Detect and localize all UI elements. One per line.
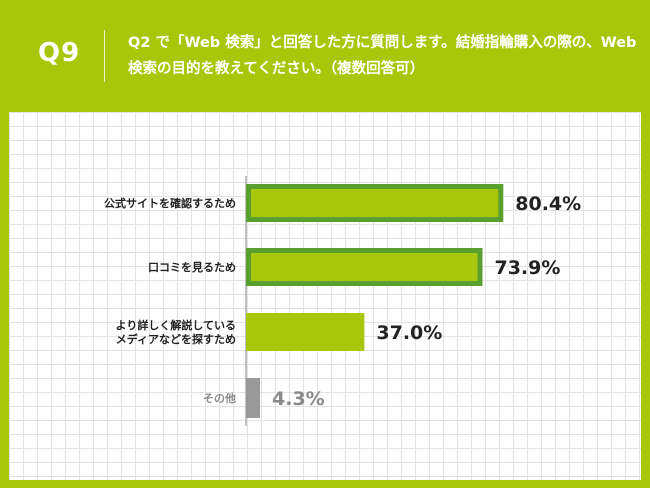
category-label-3: より詳しく解説しているメディアなどを探すため [116,318,236,346]
question-number: Q9 [38,38,81,68]
value-label-3: 37.0% [376,322,442,344]
bar-2 [246,248,483,286]
bar-1 [246,184,504,222]
category-label-4: その他 [203,391,236,405]
question-header: Q9 Q2 で「Web 検索」と回答した方に質問します。結婚指輪購入の際の、We… [0,0,650,105]
bar-chart: 80.4% 公式サイトを確認するため 73.9% 口コミを見るため 37.0% より詳しく… [104,176,581,426]
question-text: Q2 で「Web 検索」と回答した方に質問します。結婚指輪購入の際の、Web 検… [128,35,637,77]
header-divider [104,30,105,82]
value-label-4: 4.3% [272,388,325,410]
value-label-1: 80.4% [515,193,581,215]
bar-4 [246,378,260,418]
category-label-1: 公式サイトを確認するため [104,196,236,210]
category-label-2: 口コミを見るため [148,261,236,274]
bar-3 [246,313,365,351]
value-label-2: 73.9% [494,257,560,279]
chart-panel: 80.4% 公式サイトを確認するため 73.9% 口コミを見るため 37.0% より詳しく… [9,112,641,480]
